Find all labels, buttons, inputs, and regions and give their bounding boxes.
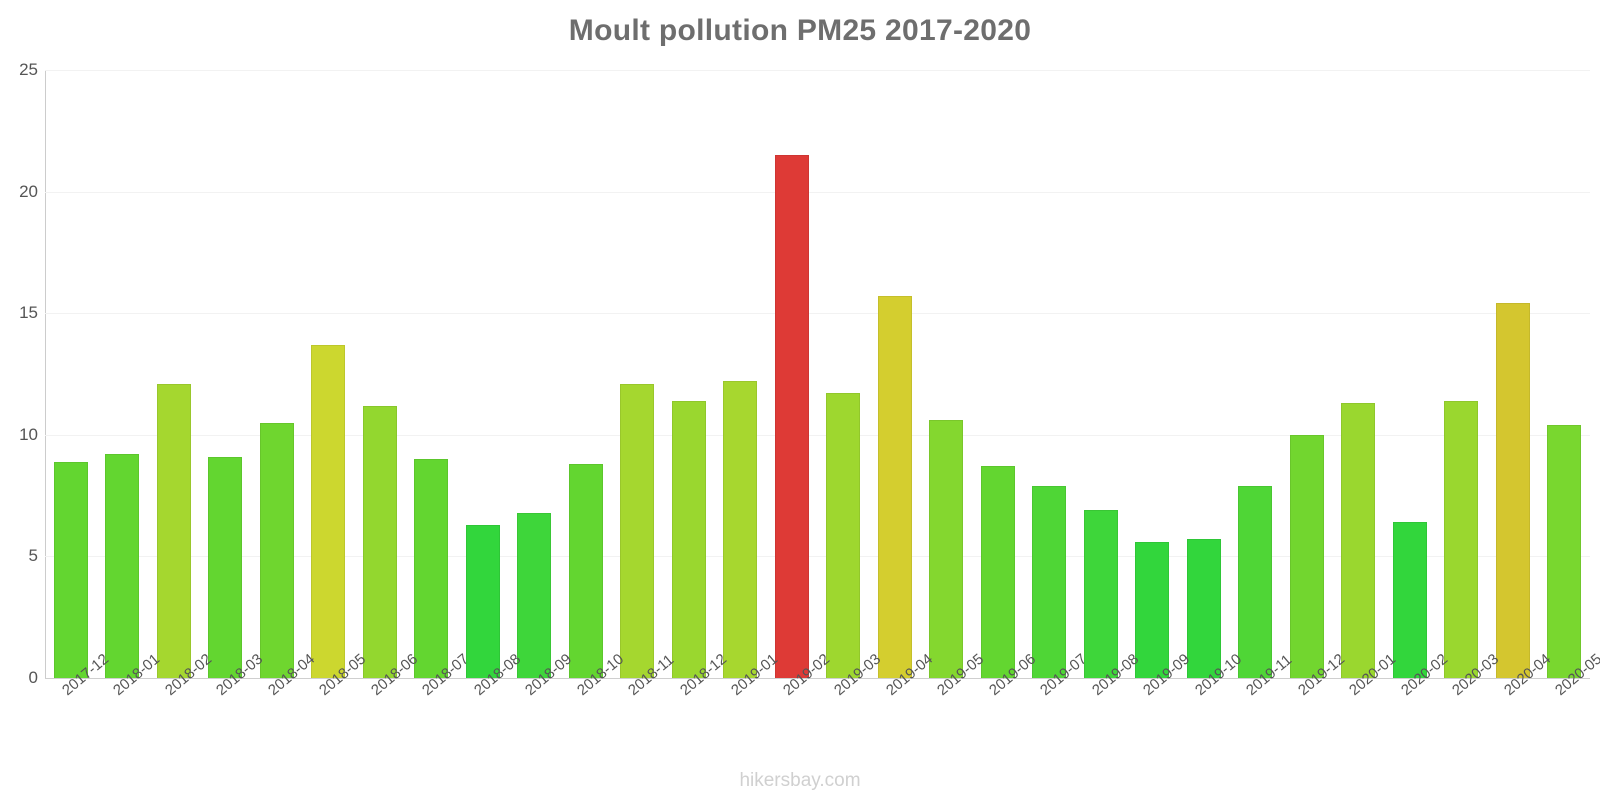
watermark: hikersbay.com — [739, 770, 861, 791]
bar[interactable] — [465, 524, 500, 678]
bar[interactable] — [620, 383, 655, 678]
y-tick-label: 20 — [19, 181, 38, 201]
bar[interactable] — [259, 422, 294, 678]
gridline — [45, 678, 1590, 679]
gridline — [45, 434, 1590, 436]
bar[interactable] — [105, 454, 140, 678]
bar[interactable] — [980, 466, 1015, 678]
bar[interactable] — [723, 381, 758, 678]
bar[interactable] — [1186, 539, 1221, 678]
bar[interactable] — [311, 344, 346, 678]
x-axis-tick-labels: 2017-12 2018-01 2018-02 2018-03 2018-04 2018-… — [45, 651, 1600, 776]
bar[interactable] — [774, 155, 809, 678]
y-tick-label: 10 — [19, 424, 38, 444]
bar[interactable] — [1289, 434, 1324, 678]
y-axis-line — [45, 70, 46, 678]
bar[interactable] — [671, 400, 706, 678]
gridline — [45, 191, 1590, 193]
bar[interactable] — [156, 383, 191, 678]
bar[interactable] — [1083, 510, 1118, 678]
y-tick-label: 25 — [19, 60, 38, 79]
bar[interactable] — [826, 393, 861, 678]
plot-area — [45, 70, 1590, 679]
gridline — [45, 556, 1590, 558]
bar[interactable] — [1392, 522, 1427, 678]
bar[interactable] — [53, 461, 88, 678]
y-tick-label: 0 — [28, 668, 38, 687]
bar[interactable] — [929, 420, 964, 678]
bar[interactable] — [414, 459, 449, 678]
y-axis-tick-labels: 0 5 10 15 20 25 — [0, 60, 38, 687]
bar[interactable] — [1032, 485, 1067, 678]
bar[interactable] — [362, 405, 397, 678]
bar[interactable] — [568, 463, 603, 678]
bar[interactable] — [1238, 485, 1273, 678]
gridline — [45, 313, 1590, 315]
bar[interactable] — [1495, 303, 1530, 678]
gridline — [45, 70, 1590, 71]
bar[interactable] — [1444, 400, 1479, 678]
bar[interactable] — [1547, 425, 1582, 678]
bar[interactable] — [877, 296, 912, 678]
chart-title: Moult pollution PM25 2017-2020 — [568, 14, 1032, 47]
y-tick-label: 15 — [19, 303, 38, 323]
bar[interactable] — [1341, 403, 1376, 678]
bar[interactable] — [1135, 541, 1170, 678]
y-tick-label: 5 — [28, 546, 38, 566]
bar[interactable] — [208, 456, 243, 678]
bar[interactable] — [517, 512, 552, 678]
